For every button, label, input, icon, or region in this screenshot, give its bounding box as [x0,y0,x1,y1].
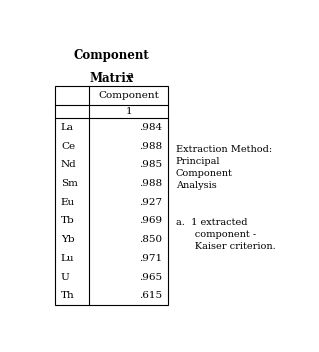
Text: 1: 1 [126,107,132,116]
Text: a: a [127,71,133,80]
Text: .850: .850 [139,235,162,244]
Text: .985: .985 [139,161,162,169]
Text: .971: .971 [139,254,162,263]
Text: .988: .988 [139,179,162,188]
Text: Lu: Lu [61,254,74,263]
Text: .969: .969 [139,216,162,226]
Text: a.  1 extracted
      component -
      Kaiser criterion.: a. 1 extracted component - Kaiser criter… [176,218,276,251]
Text: Sm: Sm [61,179,78,188]
Text: Ce: Ce [61,142,75,151]
Text: Extraction Method:
Principal
Component
Analysis: Extraction Method: Principal Component A… [176,145,272,190]
Text: .988: .988 [139,142,162,151]
Bar [55,86,168,305]
Text: Component: Component [99,90,159,100]
Text: Yb: Yb [61,235,75,244]
Text: Nd: Nd [61,161,77,169]
Text: .965: .965 [139,272,162,282]
Text: U: U [61,272,70,282]
Text: .927: .927 [139,198,162,207]
Text: La: La [61,123,74,132]
Text: Eu: Eu [61,198,75,207]
Text: .984: .984 [139,123,162,132]
Text: Matrix: Matrix [90,72,134,85]
Text: Tb: Tb [61,216,75,226]
Text: .615: .615 [139,291,162,300]
Text: Component: Component [74,49,149,62]
Text: Th: Th [61,291,75,300]
